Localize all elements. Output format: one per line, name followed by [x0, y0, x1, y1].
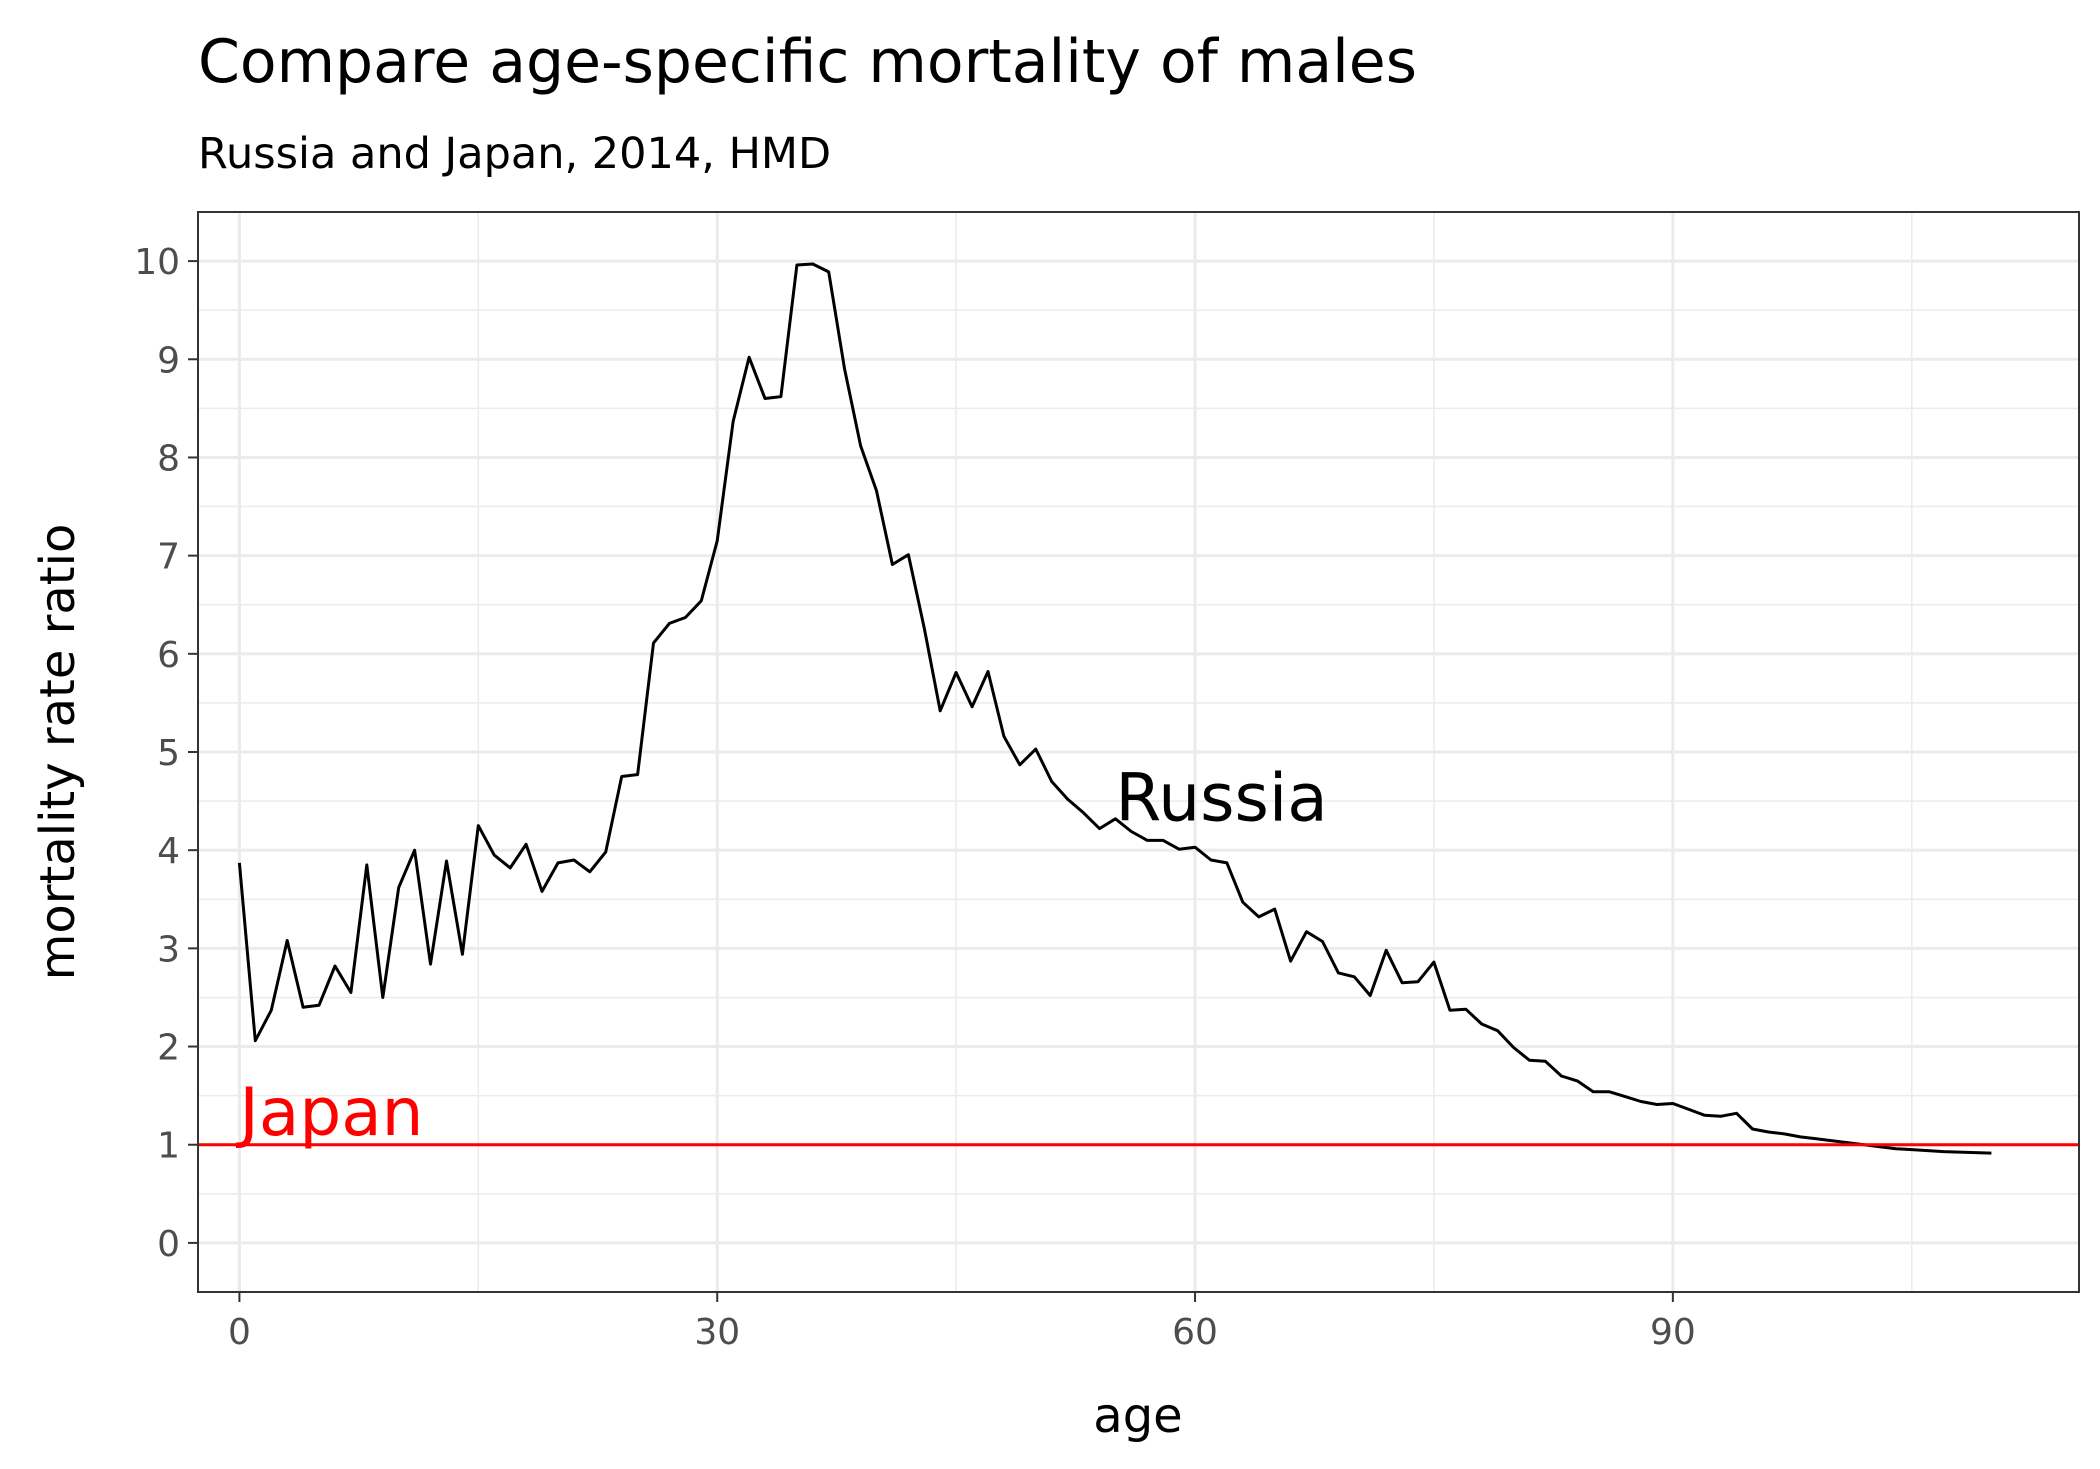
series-layer — [198, 262, 2079, 1155]
x-tick-label: 60 — [1172, 1312, 1218, 1353]
x-tick-label: 0 — [228, 1312, 251, 1353]
x-tick-label: 30 — [694, 1312, 740, 1353]
x-axis: 0 30 60 90 — [228, 1292, 1696, 1353]
y-tick-label: 2 — [157, 1028, 180, 1069]
annotation-layer: Russia Japan — [235, 760, 1327, 1151]
y-tick-label: 10 — [134, 242, 180, 283]
y-tick-label: 9 — [157, 340, 180, 381]
x-axis-label: age — [1093, 1388, 1182, 1444]
plot-panel: Russia Japan — [197, 211, 2080, 1293]
chart-subtitle: Russia and Japan, 2014, HMD — [198, 129, 831, 179]
russia-annotation: Russia — [1115, 760, 1327, 837]
y-axis-label: mortality rate ratio — [30, 524, 86, 981]
y-tick-label: 1 — [157, 1126, 180, 1167]
y-tick-label: 3 — [157, 929, 180, 970]
y-tick-label: 8 — [157, 438, 180, 479]
chart-title: Compare age-specific mortality of males — [198, 27, 1417, 97]
y-tick-label: 0 — [157, 1224, 180, 1265]
y-tick-label: 5 — [157, 733, 180, 774]
y-tick-label: 6 — [157, 635, 180, 676]
y-tick-label: 4 — [157, 831, 180, 872]
x-tick-label: 90 — [1650, 1312, 1696, 1353]
y-axis: 0 1 2 3 4 5 6 7 8 9 10 — [134, 242, 198, 1265]
russia-series-line — [237, 262, 1992, 1155]
y-tick-label: 7 — [157, 537, 180, 578]
japan-annotation: Japan — [235, 1074, 423, 1151]
